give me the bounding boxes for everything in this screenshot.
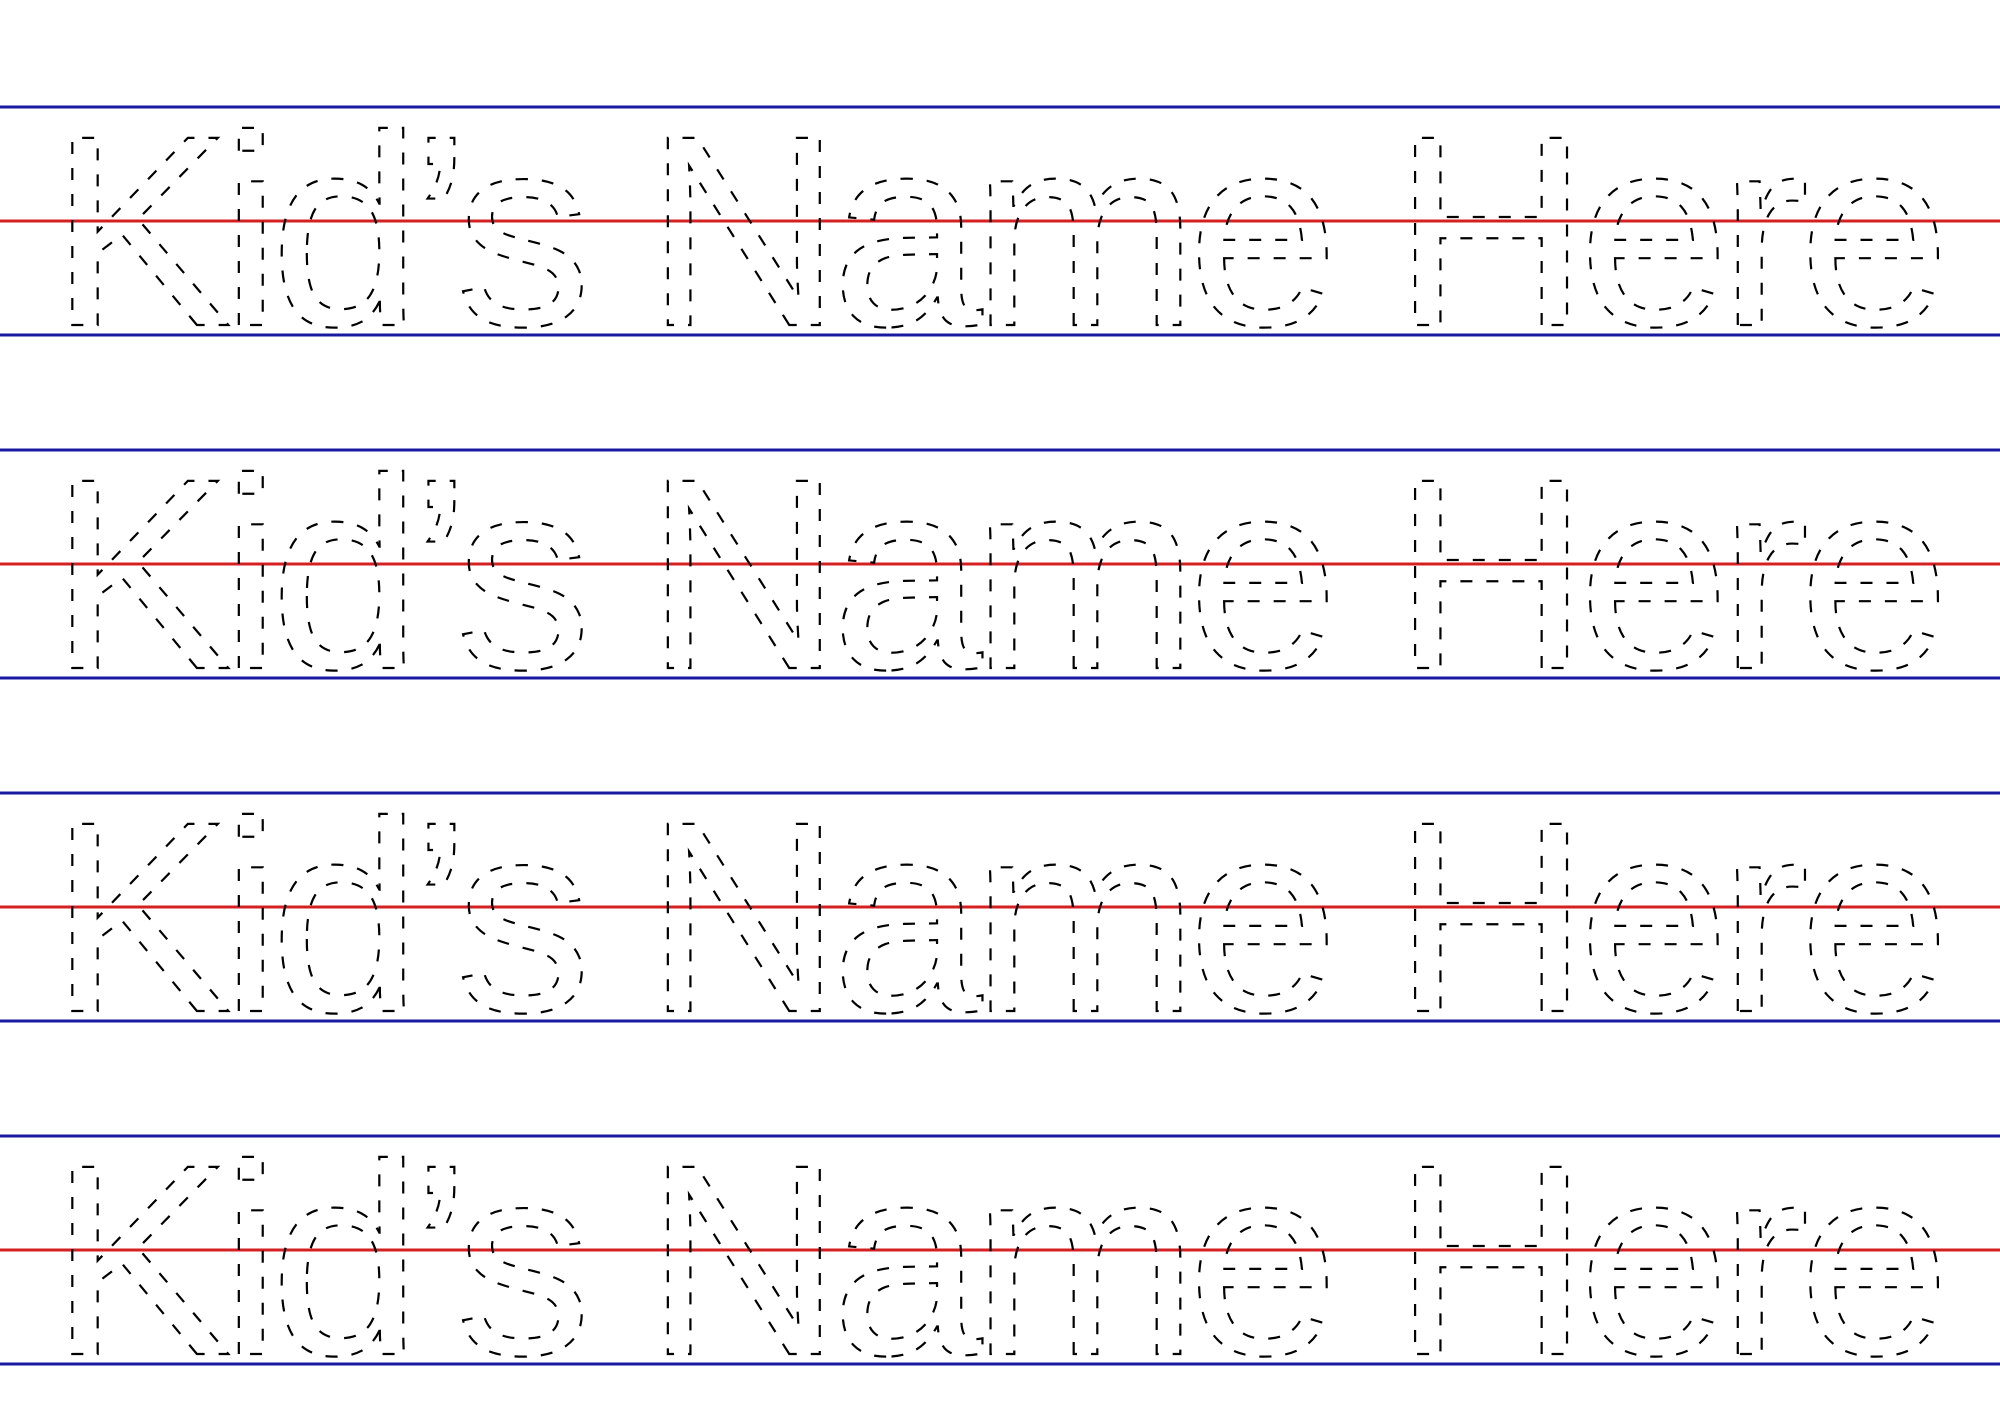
trace-text: Kid’s Name Here — [50, 422, 1950, 726]
trace-text: Kid’s Name Here — [50, 1108, 1950, 1412]
trace-text: Kid’s Name Here — [50, 765, 1950, 1069]
trace-text: Kid’s Name Here — [50, 79, 1950, 383]
